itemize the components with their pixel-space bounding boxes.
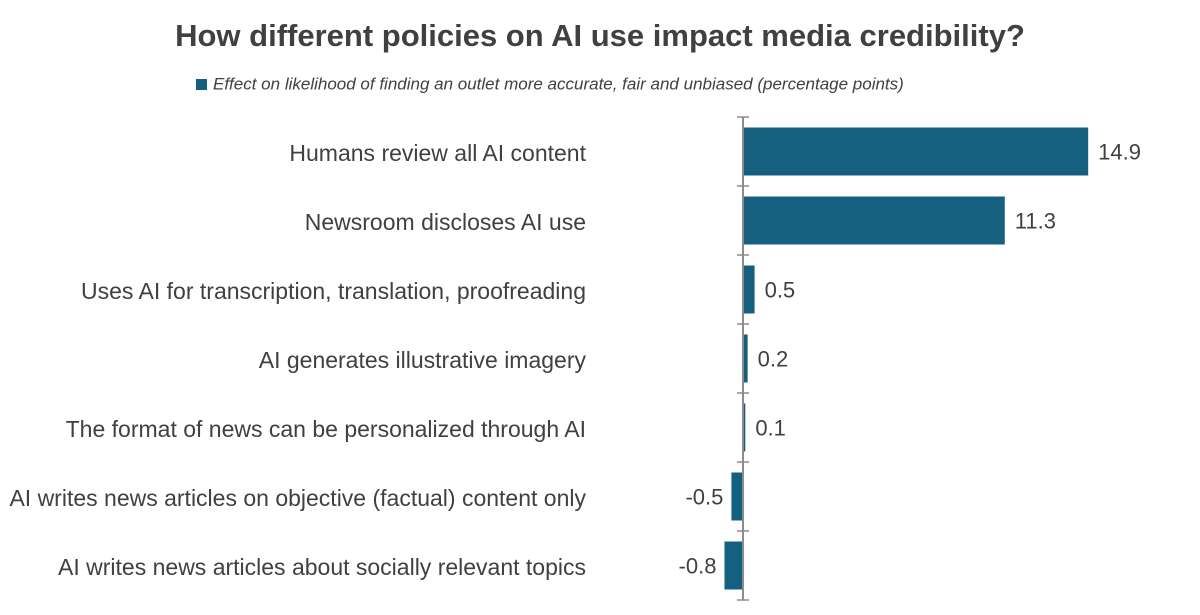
bar bbox=[743, 334, 748, 383]
data-label: 14.9 bbox=[1098, 139, 1141, 164]
category-label: Newsroom discloses AI use bbox=[304, 208, 586, 235]
bar bbox=[743, 127, 1089, 176]
category-label: AI writes news articles on objective (fa… bbox=[9, 484, 586, 511]
bar bbox=[724, 541, 743, 590]
category-label: AI writes news articles about socially r… bbox=[58, 553, 586, 580]
chart-title: How different policies on AI use impact … bbox=[175, 18, 1025, 53]
data-label: 0.2 bbox=[758, 346, 789, 371]
category-label: The format of news can be personalized t… bbox=[65, 415, 586, 442]
bar bbox=[743, 265, 755, 314]
bar bbox=[743, 403, 746, 452]
data-label: 0.5 bbox=[765, 277, 796, 302]
legend-swatch bbox=[196, 79, 207, 90]
category-label: Uses AI for transcription, translation, … bbox=[81, 277, 586, 304]
data-label: 11.3 bbox=[1015, 208, 1056, 233]
category-label: Humans review all AI content bbox=[289, 139, 586, 166]
data-label: -0.5 bbox=[685, 484, 723, 509]
bar bbox=[731, 472, 743, 521]
data-label: 0.1 bbox=[755, 415, 786, 440]
category-label: AI generates illustrative imagery bbox=[258, 346, 586, 373]
bar bbox=[743, 196, 1005, 245]
legend-label: Effect on likelihood of finding an outle… bbox=[213, 74, 904, 93]
data-label: -0.8 bbox=[679, 553, 717, 578]
